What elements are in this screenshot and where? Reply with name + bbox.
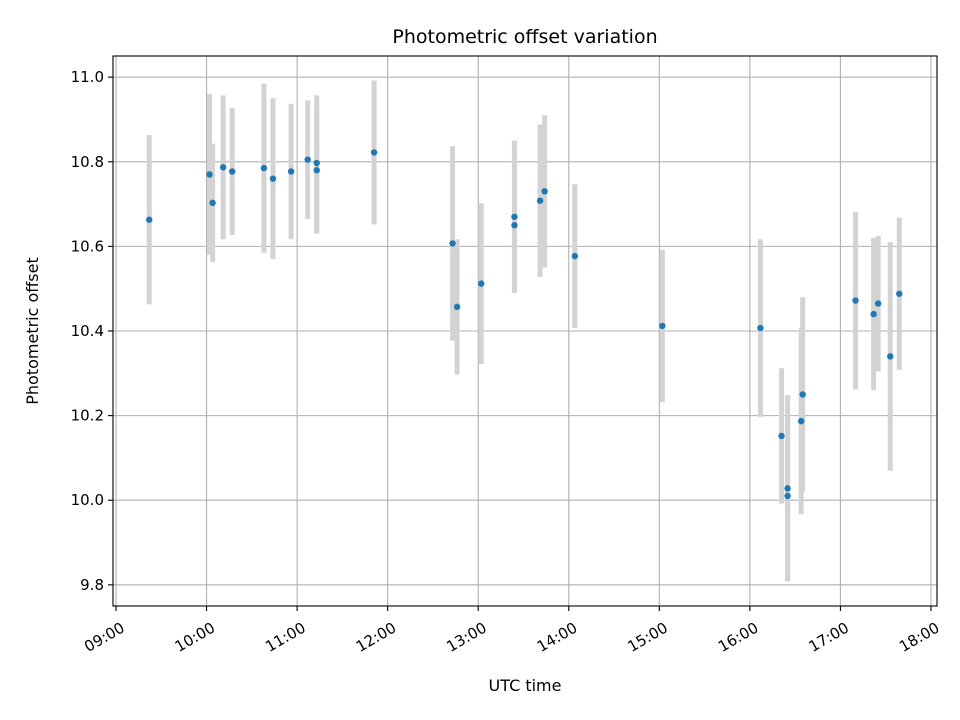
data-point — [304, 156, 311, 163]
data-point — [146, 216, 153, 223]
chart-title: Photometric offset variation — [392, 26, 657, 48]
y-tick-label: 10.6 — [71, 237, 104, 255]
data-point — [896, 290, 903, 297]
data-point — [799, 391, 806, 398]
data-point — [313, 167, 320, 174]
data-point — [229, 168, 236, 175]
x-axis-label: UTC time — [489, 676, 562, 695]
data-point — [870, 310, 877, 318]
data-point — [206, 171, 213, 178]
data-point — [511, 213, 518, 220]
y-ticks: 9.8 10.0 10.2 10.4 10.6 10.8 11.0 — [71, 68, 113, 594]
y-tick-label: 10.8 — [71, 153, 104, 171]
data-point — [778, 432, 785, 440]
y-tick-label: 10.2 — [71, 407, 104, 425]
data-point — [571, 252, 579, 260]
data-point — [287, 168, 295, 175]
data-point — [784, 485, 791, 492]
y-tick-label: 10.4 — [71, 322, 104, 340]
data-point — [887, 353, 894, 360]
data-point — [260, 164, 268, 172]
data-point — [449, 240, 456, 247]
data-point — [541, 188, 548, 195]
y-tick-label: 11.0 — [71, 68, 104, 86]
data-point — [219, 164, 227, 171]
y-tick-label: 10.0 — [71, 491, 104, 509]
data-point — [370, 149, 378, 156]
data-point — [852, 297, 859, 304]
y-axis-label: Photometric offset — [23, 257, 42, 405]
data-point — [209, 199, 216, 207]
data-point — [874, 300, 882, 307]
points-layer — [146, 149, 903, 500]
data-point — [453, 303, 461, 311]
data-point — [313, 159, 320, 167]
data-point — [511, 222, 518, 229]
data-point — [659, 322, 666, 330]
data-point — [784, 492, 791, 500]
data-point — [478, 280, 485, 287]
grid-layer — [113, 56, 937, 606]
data-point — [536, 197, 544, 204]
data-point — [757, 324, 764, 332]
data-point — [797, 417, 805, 425]
data-point — [269, 175, 277, 182]
y-tick-label: 9.8 — [80, 576, 104, 594]
